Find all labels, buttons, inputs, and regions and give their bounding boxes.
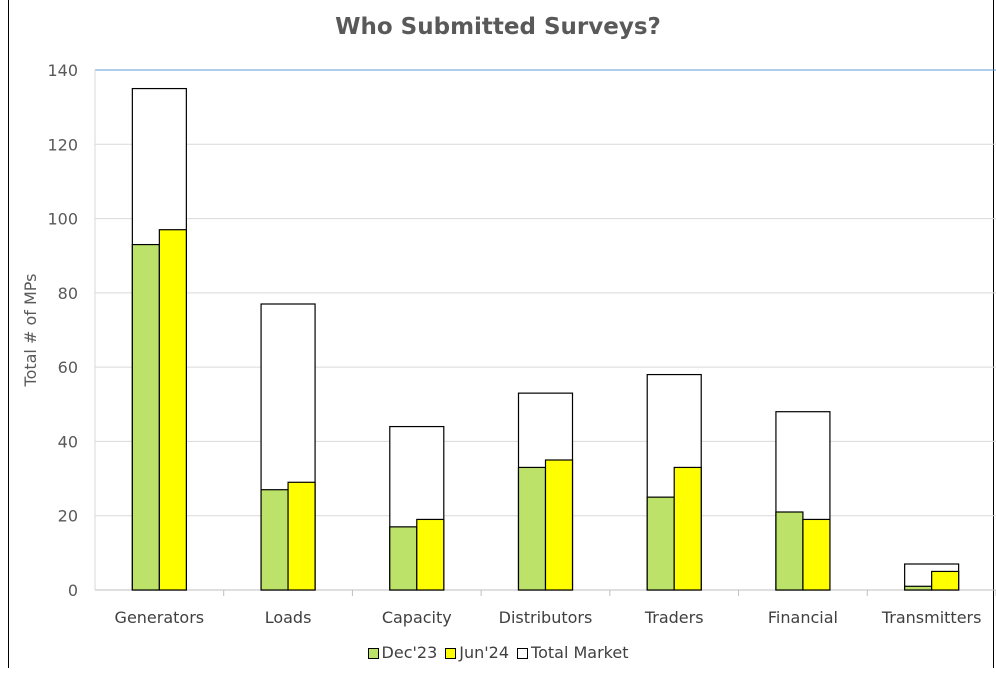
bar-jun24 <box>287 481 316 591</box>
bar-jun24 <box>544 459 574 591</box>
y-tick-label: 120 <box>47 135 78 154</box>
y-tick-label: 100 <box>47 210 78 229</box>
bar-dec23 <box>517 466 547 591</box>
bar-dec23 <box>646 496 675 591</box>
legend-label: Total Market <box>531 643 629 662</box>
chart-title: Who Submitted Surveys? <box>335 14 661 40</box>
legend-label: Jun'24 <box>459 643 510 662</box>
bar-jun24 <box>416 518 445 591</box>
legend-swatch <box>445 648 457 659</box>
chart-frame <box>8 0 994 668</box>
x-tick-label: Financial <box>768 608 838 627</box>
legend: Dec'23 Jun'24 Total Market <box>0 643 996 662</box>
x-tick-label: Traders <box>644 608 704 627</box>
bar-jun24 <box>673 466 702 591</box>
x-tick-label: Loads <box>265 608 312 627</box>
legend-item: Jun'24 <box>445 643 509 662</box>
y-tick-label: 60 <box>58 358 78 377</box>
y-tick-label: 20 <box>58 507 78 526</box>
x-tick-label: Distributors <box>499 608 593 627</box>
legend-swatch <box>517 648 529 659</box>
legend-label: Dec'23 <box>381 643 438 662</box>
bar-dec23 <box>389 526 418 591</box>
x-tick-label: Capacity <box>382 608 452 627</box>
bars <box>131 87 960 591</box>
bar-dec23 <box>131 243 160 591</box>
legend-item: Total Market <box>517 643 628 662</box>
y-tick-label: 40 <box>58 432 78 451</box>
y-tick-label: 0 <box>68 581 78 600</box>
x-tick-label: Generators <box>115 608 205 627</box>
bar-dec23 <box>775 511 804 591</box>
bar-jun24 <box>802 518 831 591</box>
y-axis-label: Total # of MPs <box>21 274 40 388</box>
x-tick-label: Transmitters <box>881 608 982 627</box>
legend-swatch <box>367 648 379 659</box>
bar-dec23 <box>904 585 933 591</box>
bar-jun24 <box>931 570 960 591</box>
x-axis-categories: Generators Loads Capacity Distributors Trade… <box>115 608 982 627</box>
bar-jun24 <box>158 229 187 591</box>
y-axis-ticks: 0 20 40 60 80 100 120 140 <box>47 61 78 600</box>
y-tick-label: 80 <box>58 284 78 303</box>
y-tick-label: 140 <box>47 61 78 80</box>
legend-item: Dec'23 <box>367 643 438 662</box>
bar-dec23 <box>260 489 289 591</box>
